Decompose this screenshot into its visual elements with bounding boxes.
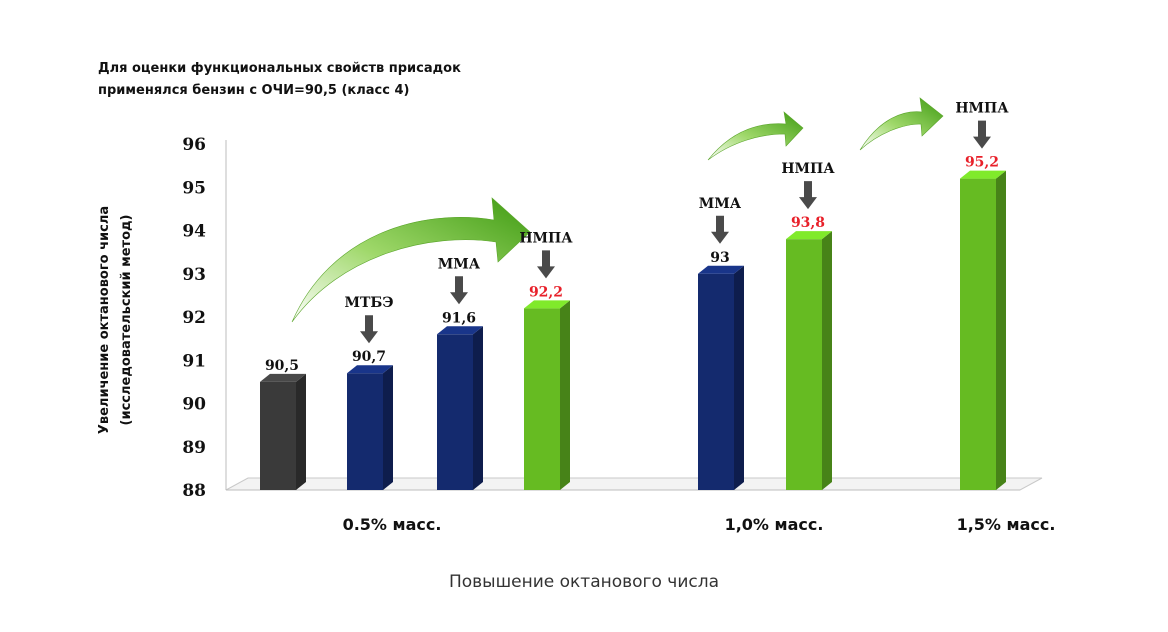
additive-label: МТБЭ [344, 295, 393, 311]
bar [260, 381, 296, 490]
octane-bar-chart: 88 89 90 91 92 93 94 95 96 Увеличение октанового … [97, 97, 1056, 534]
bar-top [437, 326, 483, 335]
bar [437, 334, 473, 490]
growth-arrow-icon [707, 111, 804, 161]
bar-side [822, 231, 832, 490]
down-arrow-icon [799, 181, 817, 210]
bar-side [560, 300, 570, 490]
bar-top [698, 265, 744, 274]
bar-top [260, 373, 306, 382]
bar-value-label: 95,2 [965, 155, 999, 171]
y-tick-label: 93 [182, 265, 206, 285]
bar [524, 308, 560, 490]
bar-top [960, 170, 1006, 179]
growth-arrow-icon [291, 197, 531, 323]
bar-value-label: 93 [710, 250, 729, 266]
y-tick-label: 89 [182, 438, 206, 458]
bar [698, 273, 734, 490]
bar-side [473, 326, 483, 490]
bar-top [524, 300, 570, 309]
bar-top [786, 231, 832, 240]
bar [960, 178, 996, 490]
additive-label: НМПА [781, 161, 835, 177]
bar-value-label: 92,2 [529, 284, 563, 300]
growth-arrow-icon [859, 97, 944, 151]
test-conditions-note: Для оценки функциональных свойств присад… [98, 58, 578, 102]
y-axis-label: Увеличение октанового числа [97, 206, 112, 434]
group-label: 0.5% масс. [343, 515, 442, 534]
down-arrow-icon [537, 250, 555, 279]
note-line-1: Для оценки функциональных свойств присад… [98, 61, 461, 76]
group-label: 1,0% масс. [725, 515, 824, 534]
additive-label: ММА [699, 196, 742, 212]
down-arrow-icon [973, 120, 991, 149]
y-tick-label: 88 [182, 481, 206, 501]
down-arrow-icon [450, 276, 468, 305]
additive-label: НМПА [519, 230, 573, 246]
additive-label: ММА [438, 256, 481, 272]
group-label: 1,5% масс. [957, 515, 1056, 534]
y-tick-label: 91 [182, 351, 206, 371]
y-tick-label: 90 [182, 395, 206, 415]
note-line-2: применялся бензин с ОЧИ=90,5 (класс 4) [98, 83, 410, 98]
additive-label: НМПА [955, 101, 1009, 117]
bar-side [996, 170, 1006, 490]
bar [786, 239, 822, 490]
bar-value-label: 90,7 [352, 349, 386, 365]
bar [347, 373, 383, 490]
bar-side [734, 265, 744, 490]
bar-side [296, 373, 306, 490]
bar-value-label: 91,6 [442, 310, 476, 326]
down-arrow-icon [711, 215, 729, 244]
y-tick-label: 96 [182, 135, 206, 155]
bar-value-label: 90,5 [265, 358, 299, 374]
down-arrow-icon [360, 315, 378, 344]
y-axis-label: (исследовательский метод) [119, 215, 134, 426]
bar-side [383, 365, 393, 490]
bar-value-label: 93,8 [791, 215, 825, 231]
y-tick-label: 95 [182, 178, 206, 198]
y-tick-label: 94 [182, 222, 206, 242]
chart-caption: Повышение октанового числа [448, 572, 720, 592]
bar-top [347, 365, 393, 374]
y-tick-label: 92 [182, 308, 206, 328]
